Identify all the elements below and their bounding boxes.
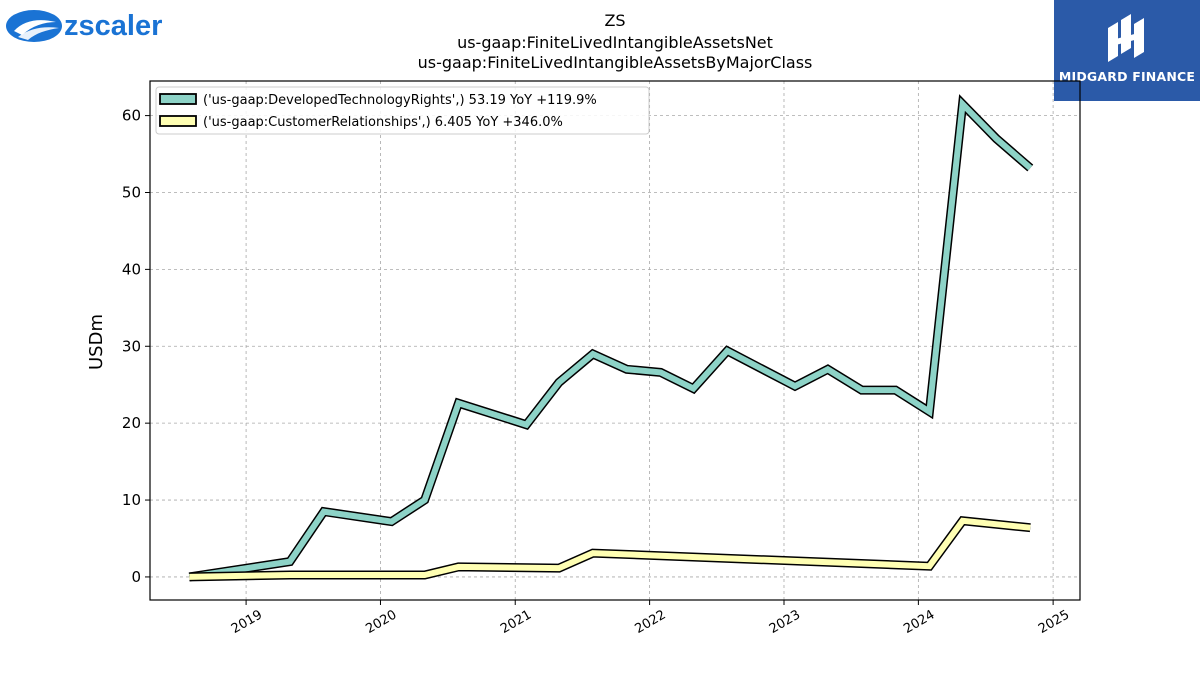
grid-lines [150,81,1080,600]
midgard-emblem-icon [1108,14,1144,62]
chart-subtitle: us-gaap:FiniteLivedIntangibleAssetsByMaj… [417,53,813,72]
series-line-1 [188,97,1033,580]
legend-label: ('us-gaap:CustomerRelationships',) 6.405… [203,115,563,130]
legend: ('us-gaap:DevelopedTechnologyRights',) 5… [155,86,650,135]
midgard-finance-logo: MIDGARD FINANCE [1054,0,1200,101]
chart-title-ticker: ZS [604,11,626,30]
zscaler-wordmark: zscaler [64,10,162,42]
series-layer [188,94,1034,582]
series-line-2 [189,517,1031,580]
y-tick-label: 30 [122,337,141,355]
series-outline-1 [188,94,1034,582]
y-axis-label: USDm [86,314,107,370]
midgard-wordmark: MIDGARD FINANCE [1058,69,1196,84]
x-tick-label: 2025 [1036,607,1072,637]
x-tick-label: 2024 [901,607,937,637]
legend-label: ('us-gaap:DevelopedTechnologyRights',) 5… [203,93,597,108]
y-tick-label: 40 [122,260,141,278]
x-tick-label: 2022 [632,607,668,637]
cloud-icon [6,10,62,42]
y-axis: 0 10 20 30 40 50 60 [122,107,150,586]
y-tick-label: 20 [122,414,141,432]
zscaler-logo: zscaler [6,10,162,42]
y-tick-label: 50 [122,183,141,201]
y-tick-label: 0 [131,568,141,586]
x-tick-label: 2019 [229,607,265,637]
x-tick-label: 2023 [767,607,803,637]
legend-swatch [159,93,197,105]
x-tick-label: 2021 [498,607,534,637]
x-axis: 2019 2020 2021 2022 2023 2024 2025 [229,600,1072,637]
y-tick-label: 60 [122,107,141,125]
x-tick-label: 2020 [363,607,399,637]
legend-box [155,86,650,135]
y-tick-label: 10 [122,491,141,509]
legend-swatch [159,115,197,127]
chart-title-concept: us-gaap:FiniteLivedIntangibleAssetsNet [457,33,773,52]
plot-frame [149,80,1081,601]
